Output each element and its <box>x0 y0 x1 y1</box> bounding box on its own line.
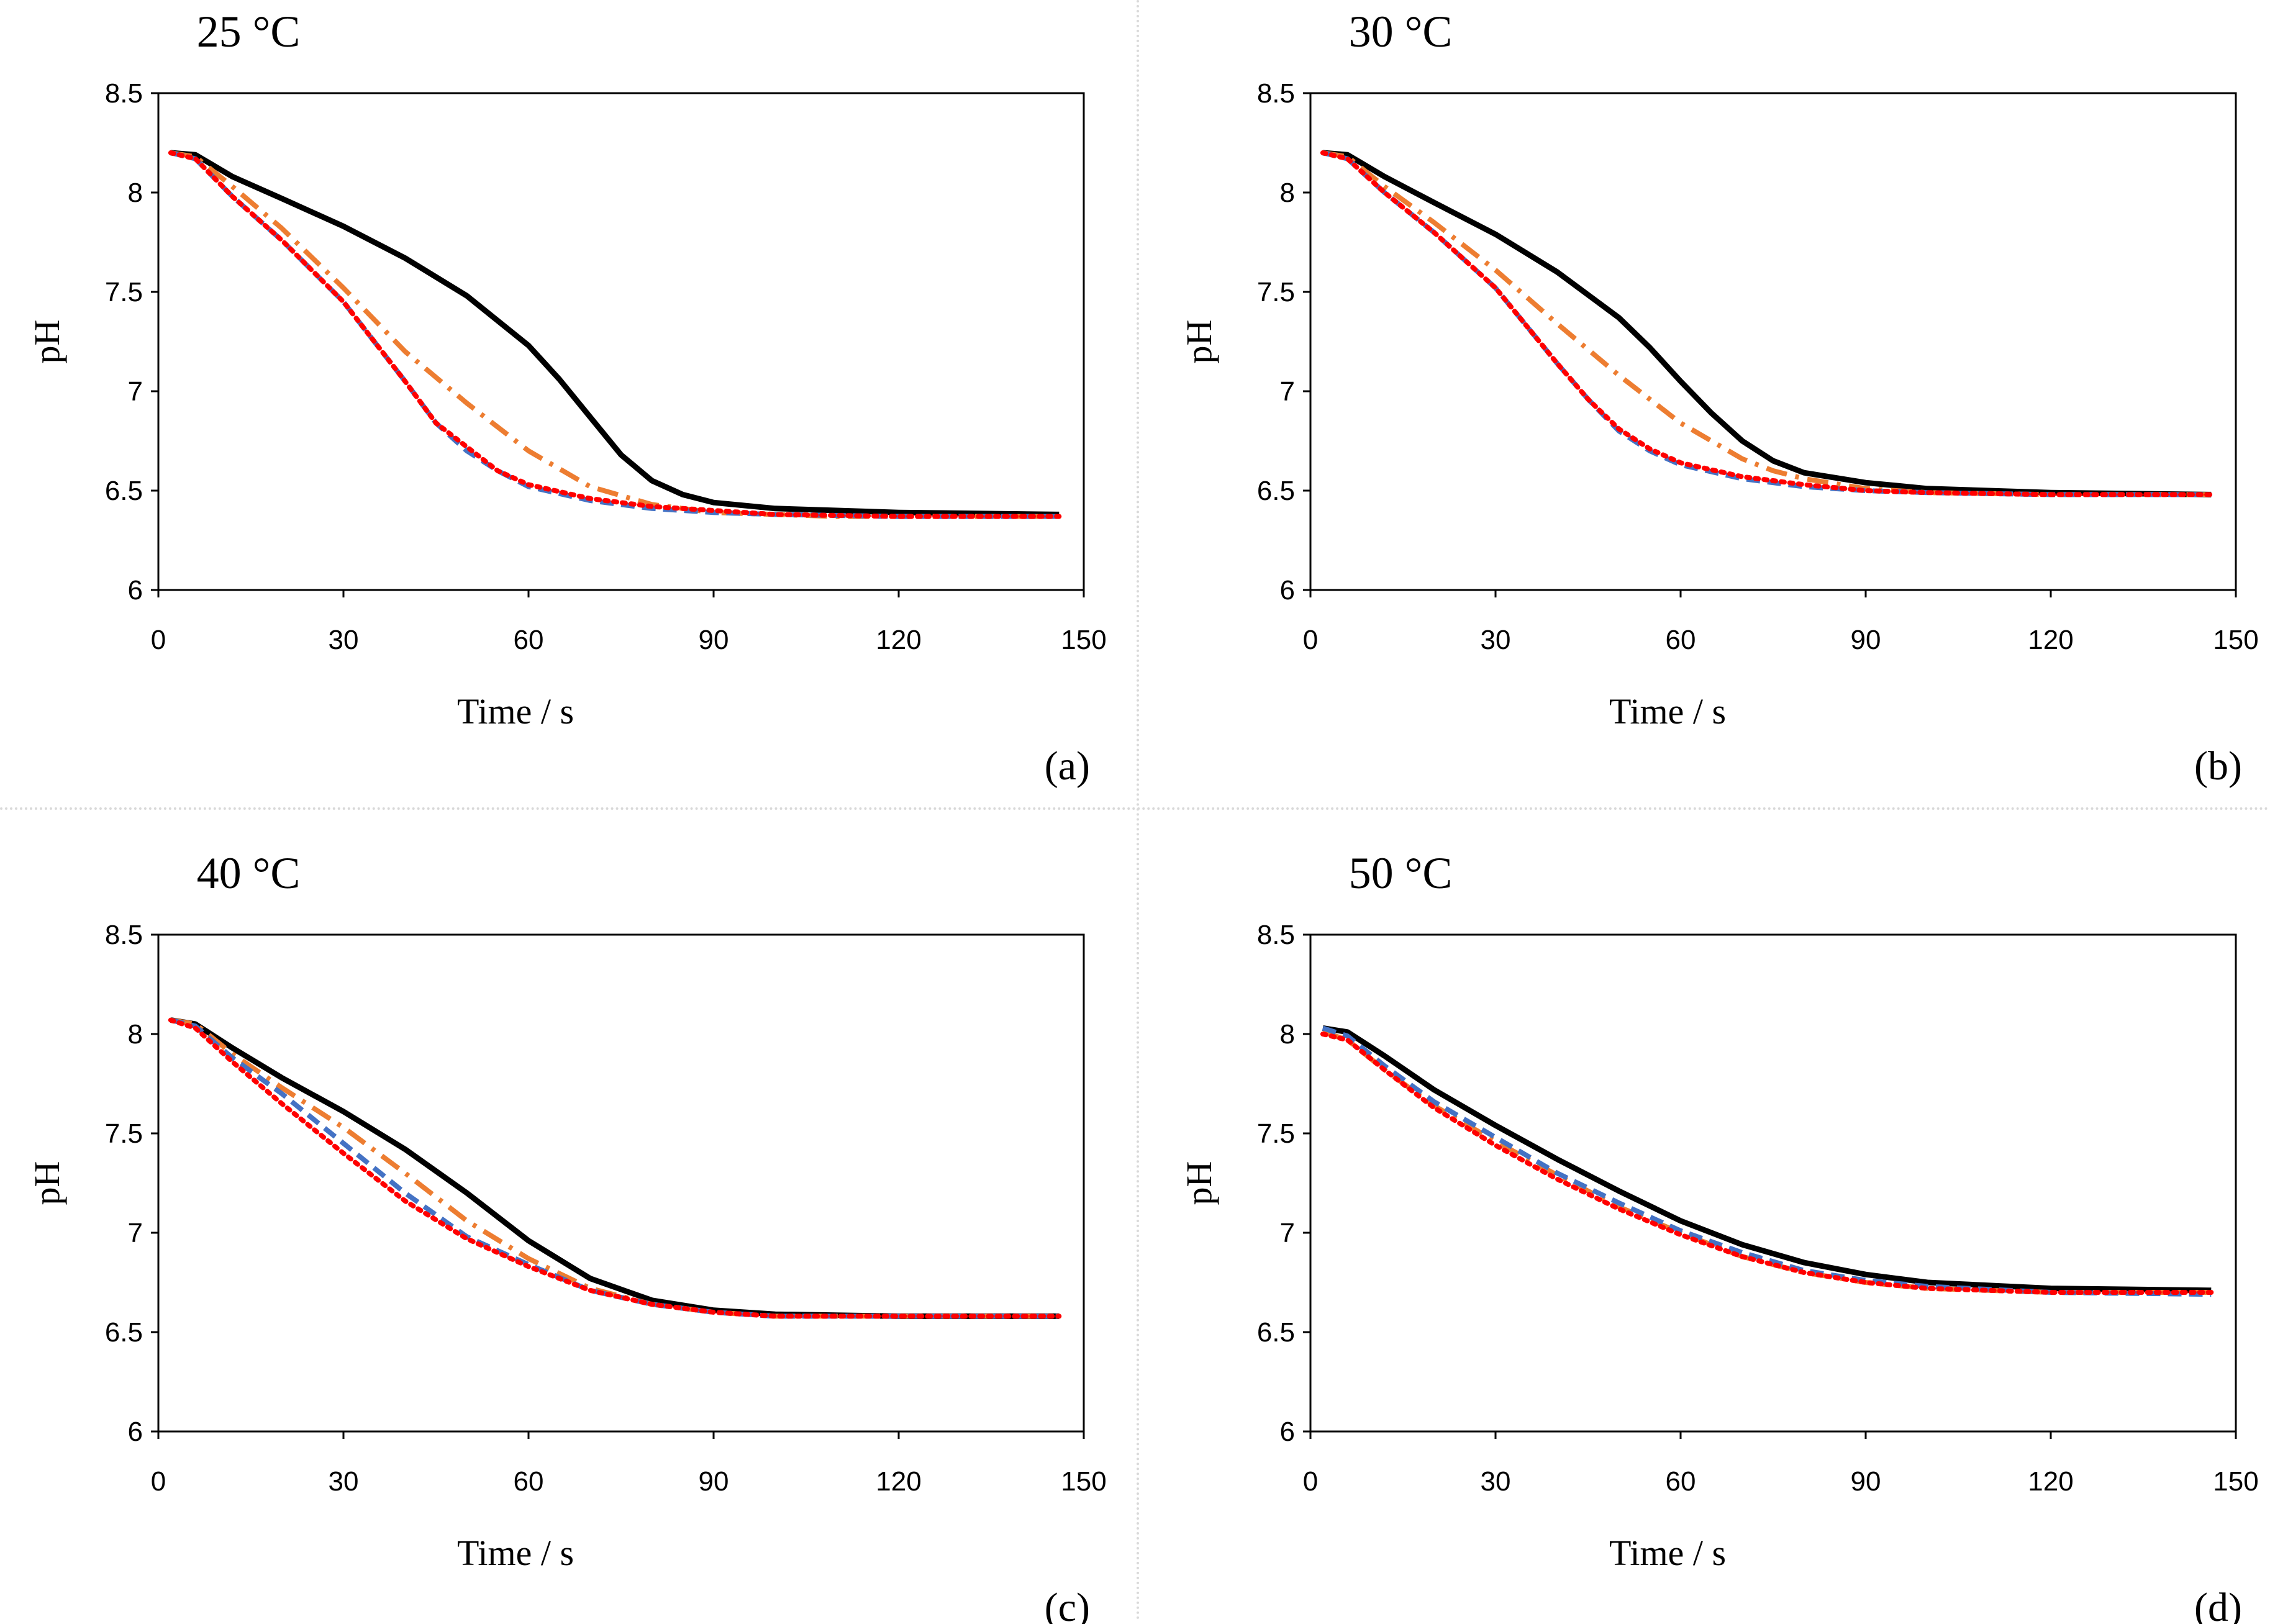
y-tick-label: 6 <box>1280 1417 1295 1447</box>
y-tick-label: 8.5 <box>105 78 143 109</box>
chart-panel-b: 30 °C 0 30 60 90 120 150 6 6.5 7 7.5 8 8.5 Time / s pH… <box>1152 0 2259 789</box>
y-axis-title: pH <box>27 320 67 364</box>
y-tick-label: 6 <box>128 1417 143 1447</box>
series-line-red-dotted <box>1320 150 2214 497</box>
x-tick-label: 150 <box>1061 625 1106 655</box>
x-tick-label: 0 <box>1303 625 1318 655</box>
x-tick-label: 90 <box>699 625 729 655</box>
chart-svg-c: 40 °C 0 30 60 90 120 150 6 6.5 7 7.5 8 8.5 Time / s pH… <box>27 848 1107 1624</box>
plot-area <box>1309 92 2237 591</box>
panel-label: (b) <box>2194 743 2242 789</box>
chart-panel-c: 40 °C 0 30 60 90 120 150 6 6.5 7 7.5 8 8.5 Time / s pH… <box>0 841 1107 1624</box>
x-tick-label: 30 <box>1481 625 1511 655</box>
x-tick-label: 0 <box>1303 1466 1318 1497</box>
chart-title: 30 °C <box>1349 7 1453 57</box>
y-tick-label: 6.5 <box>1257 1317 1295 1348</box>
x-tick-label: 150 <box>1061 1466 1106 1497</box>
x-tick-label: 120 <box>2028 625 2073 655</box>
series-line-black-solid <box>1322 150 2212 497</box>
chart-title: 40 °C <box>197 848 301 898</box>
x-tick-label: 30 <box>329 1466 359 1497</box>
y-tick-label: 7.5 <box>1257 1118 1295 1149</box>
y-tick-label: 7 <box>1280 1218 1295 1248</box>
y-tick-label: 8 <box>128 178 143 208</box>
chart-svg-d: 50 °C 0 30 60 90 120 150 6 6.5 7 7.5 8 8.5 Time / s pH… <box>1179 848 2259 1624</box>
x-tick-label: 150 <box>2213 1466 2258 1497</box>
x-axis-title: Time / s <box>457 1533 574 1573</box>
chart-svg-a: 25 °C 0 30 60 90 120 150 6 6.5 7 7.5 8 8.5 Time / s pH… <box>27 7 1107 789</box>
y-tick-label: 8 <box>1280 1019 1295 1050</box>
panel-divider-horizontal <box>0 807 2270 810</box>
x-tick-label: 30 <box>329 625 359 655</box>
y-tick-label: 8 <box>1280 178 1295 208</box>
y-axis-title: pH <box>1179 1161 1219 1205</box>
chart-svg-b: 30 °C 0 30 60 90 120 150 6 6.5 7 7.5 8 8.5 Time / s pH… <box>1179 7 2259 789</box>
x-tick-label: 30 <box>1481 1466 1511 1497</box>
y-tick-label: 7.5 <box>105 277 143 307</box>
x-tick-label: 60 <box>1666 625 1696 655</box>
plot-area <box>157 933 1085 1433</box>
y-tick-label: 6.5 <box>105 476 143 506</box>
y-tick-label: 7 <box>1280 376 1295 407</box>
series-line-red-dotted <box>168 1017 1062 1319</box>
x-tick-label: 60 <box>1666 1466 1696 1497</box>
y-tick-label: 6 <box>1280 575 1295 606</box>
y-tick-label: 8.5 <box>1257 920 1295 950</box>
y-tick-label: 7 <box>128 1218 143 1248</box>
x-tick-label: 60 <box>514 625 544 655</box>
y-axis-title: pH <box>1179 320 1219 364</box>
x-axis-title: Time / s <box>1609 691 1726 732</box>
chart-panel-a: 25 °C 0 30 60 90 120 150 6 6.5 7 7.5 8 8.5 Time / s pH… <box>0 0 1107 789</box>
y-tick-label: 6.5 <box>105 1317 143 1348</box>
series-line-red-dotted <box>168 150 1062 519</box>
y-axis-title: pH <box>27 1161 67 1205</box>
y-tick-label: 6.5 <box>1257 476 1295 506</box>
x-tick-label: 0 <box>151 1466 166 1497</box>
series-line-black-solid <box>1322 1025 2212 1294</box>
chart-panel-d: 50 °C 0 30 60 90 120 150 6 6.5 7 7.5 8 8.5 Time / s pH… <box>1152 841 2259 1624</box>
y-tick-label: 8.5 <box>1257 78 1295 109</box>
plot-area <box>157 92 1085 591</box>
y-tick-label: 8 <box>128 1019 143 1050</box>
x-tick-label: 0 <box>151 625 166 655</box>
y-tick-label: 7.5 <box>1257 277 1295 307</box>
series-line-red-dotted <box>1320 1032 2214 1295</box>
chart-title: 50 °C <box>1349 848 1453 898</box>
panel-label: (a) <box>1045 743 1090 789</box>
y-tick-label: 6 <box>128 575 143 606</box>
x-tick-label: 120 <box>876 1466 921 1497</box>
y-tick-label: 7 <box>128 376 143 407</box>
x-tick-label: 90 <box>1851 625 1881 655</box>
y-tick-label: 7.5 <box>105 1118 143 1149</box>
x-tick-label: 120 <box>876 625 921 655</box>
x-axis-title: Time / s <box>1609 1533 1726 1573</box>
panel-label: (d) <box>2194 1585 2242 1624</box>
x-tick-label: 120 <box>2028 1466 2073 1497</box>
panel-divider-vertical <box>1137 0 1139 1621</box>
chart-title: 25 °C <box>197 7 301 57</box>
series-line-black-solid <box>170 150 1060 517</box>
x-tick-label: 90 <box>699 1466 729 1497</box>
x-axis-title: Time / s <box>457 691 574 732</box>
x-tick-label: 150 <box>2213 625 2258 655</box>
x-tick-label: 60 <box>514 1466 544 1497</box>
y-tick-label: 8.5 <box>105 920 143 950</box>
panel-label: (c) <box>1045 1585 1090 1624</box>
x-tick-label: 90 <box>1851 1466 1881 1497</box>
plot-area <box>1309 933 2237 1433</box>
